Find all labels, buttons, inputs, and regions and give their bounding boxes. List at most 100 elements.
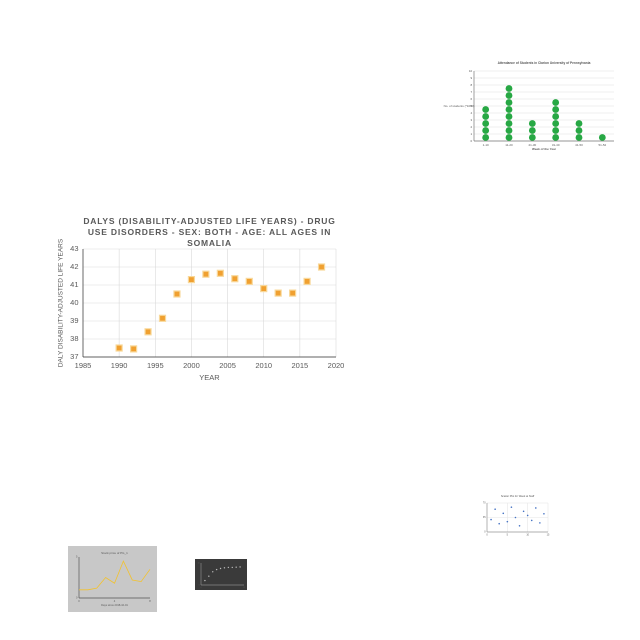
x-tick-label: 0 xyxy=(78,599,80,603)
y-tick-label: 37 xyxy=(70,352,78,361)
point xyxy=(173,290,181,298)
dot xyxy=(575,127,583,134)
dot xyxy=(528,127,536,134)
point xyxy=(219,567,222,570)
line xyxy=(79,560,151,591)
panel-background xyxy=(68,546,157,612)
x-tick-label: 0 xyxy=(200,587,202,589)
y-tick-label: 6 xyxy=(471,97,473,101)
point xyxy=(235,566,237,568)
point xyxy=(502,512,505,515)
x-tick-label: 2015 xyxy=(292,361,309,370)
x-axis-label: Days since 2018-10-01 xyxy=(101,603,128,607)
x-tick-label: 0 xyxy=(486,534,488,537)
y-tick-label: 8 xyxy=(471,83,473,87)
y-tick-label: 41 xyxy=(70,280,78,289)
x-axis-label: Week of the Year xyxy=(532,147,557,151)
point xyxy=(239,566,241,568)
y-tick-label: 0 xyxy=(199,585,201,587)
point xyxy=(490,518,492,521)
point xyxy=(204,579,206,582)
x-tick-label: 41-50 xyxy=(575,143,583,147)
dot xyxy=(505,120,513,127)
point xyxy=(494,508,496,511)
point xyxy=(158,314,167,322)
chart-title: Scatter Plot for Week at Staff xyxy=(500,495,535,498)
dot xyxy=(482,120,490,127)
dot-stack xyxy=(552,99,560,141)
y-tick-label: 5 xyxy=(471,104,473,108)
x-tick-label: 21-30 xyxy=(528,143,536,147)
x-tick-label: 51-52 xyxy=(598,143,606,147)
point xyxy=(518,524,521,527)
x-tick-label: 2005 xyxy=(219,361,236,370)
y-tick-label: 39 xyxy=(70,316,78,325)
x-tick-label: 10 xyxy=(526,534,529,537)
y-tick-label: 10 xyxy=(469,69,473,73)
y-tick-label: 40 xyxy=(70,298,78,307)
dot xyxy=(482,134,490,141)
point xyxy=(202,270,210,278)
dot xyxy=(552,127,560,134)
dot xyxy=(552,99,560,106)
point xyxy=(522,510,525,513)
point xyxy=(227,566,230,569)
x-tick-label: 15 xyxy=(547,534,550,537)
y-tick-label: 2 xyxy=(471,125,473,129)
dot xyxy=(552,120,560,127)
dot-stack xyxy=(598,134,606,141)
y-tick-label: 0 xyxy=(484,531,486,534)
y-tick-label: 38 xyxy=(70,334,78,343)
dot xyxy=(482,106,490,113)
y-axis-label: No. of students (*1000) xyxy=(444,104,475,108)
x-tick-label: 2000 xyxy=(183,361,200,370)
y-tick-label: 43 xyxy=(70,244,78,253)
y-tick-label: 4 xyxy=(471,111,473,115)
point xyxy=(260,285,268,293)
point xyxy=(223,567,226,569)
dot xyxy=(528,134,536,141)
x-tick-label: 2010 xyxy=(255,361,272,370)
dot-stack xyxy=(575,120,583,141)
point xyxy=(506,520,509,523)
dot xyxy=(528,120,536,127)
point xyxy=(130,345,138,353)
x-tick-label: 8 xyxy=(149,599,151,603)
point xyxy=(216,269,224,277)
point xyxy=(289,289,297,297)
dot xyxy=(505,85,513,92)
dot xyxy=(552,134,560,141)
dot xyxy=(482,127,490,134)
point xyxy=(303,277,311,285)
y-tick-label: 70 xyxy=(483,502,486,505)
dot xyxy=(505,92,513,99)
point xyxy=(208,575,210,577)
point xyxy=(498,522,501,525)
dot-stack xyxy=(528,120,536,141)
y-tick-label: 1 xyxy=(471,132,473,136)
x-tick-label: 1990 xyxy=(111,361,128,370)
point xyxy=(514,516,517,519)
dot xyxy=(552,106,560,113)
point xyxy=(539,522,541,524)
point xyxy=(245,277,253,285)
dot-stack xyxy=(505,85,513,141)
y-tick-label: 42 xyxy=(70,262,78,271)
point xyxy=(212,571,214,573)
y-tick-label: 5 xyxy=(76,555,78,559)
chart-title: Attendance of Students in Clarion Univer… xyxy=(497,61,591,65)
x-tick-label: 4 xyxy=(114,599,116,603)
dot xyxy=(575,120,583,127)
dot xyxy=(505,127,513,134)
point xyxy=(530,519,533,522)
point xyxy=(526,514,529,517)
point xyxy=(543,512,545,515)
point xyxy=(274,289,282,297)
dot xyxy=(575,134,583,141)
x-tick-label: 5 xyxy=(507,534,509,537)
y-tick-label: 3 xyxy=(471,118,473,122)
dot-stack xyxy=(482,106,490,141)
point xyxy=(187,276,196,284)
